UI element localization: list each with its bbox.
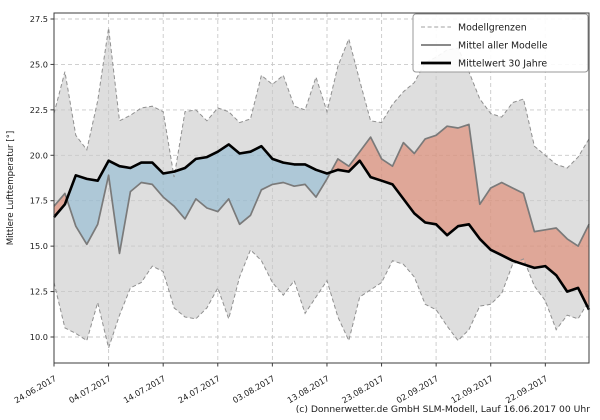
x-tick-label: 24.07.2017: [176, 373, 222, 405]
y-tick-label: 22.5: [30, 105, 48, 115]
series-lines-layer: [53, 123, 591, 311]
x-tick-label: 22.09.2017: [504, 373, 550, 405]
climate-mean-line: [53, 143, 591, 311]
x-tick-label: 24.06.2017: [12, 373, 58, 405]
legend-label: Mittelwert 30 Jahre: [458, 58, 547, 69]
y-tick-label: 25.0: [30, 59, 48, 69]
legend-frame: [412, 13, 589, 73]
x-tick-label: 13.08.2017: [285, 373, 331, 405]
legend-label: Mittel aller Modelle: [458, 40, 548, 51]
cold-anomaly-fill: [66, 144, 331, 254]
model-mean-line: [53, 123, 590, 255]
x-tick-label: 12.09.2017: [449, 373, 495, 405]
legend-label: Modellgrenzen: [458, 22, 527, 33]
plot-frame: [53, 12, 590, 364]
y-axis-title: Mittlere Lufttemperatur [°]: [6, 131, 16, 246]
x-tick-label: 02.09.2017: [395, 373, 441, 405]
x-tick-label: 04.07.2017: [67, 373, 113, 405]
warm-anomaly-fill: [54, 193, 67, 218]
y-tick-label: 27.5: [30, 14, 48, 24]
y-tick-label: 12.5: [30, 287, 48, 297]
copyright-footer: (c) Donnerwetter.de GmbH SLM-Modell, Lau…: [296, 404, 591, 415]
y-tick-label: 17.5: [30, 196, 48, 206]
y-tick-label: 20.0: [30, 150, 48, 160]
y-tick-label: 10.0: [30, 332, 48, 342]
model-bounds-layer: [53, 28, 590, 350]
model-upper-bound-line: [53, 28, 590, 178]
x-tick-label: 03.08.2017: [231, 373, 277, 405]
legend: Modellgrenzen Mittel aller Modelle Mittelw…: [412, 13, 589, 73]
y-tick-label: 15.0: [30, 241, 48, 251]
x-tick-label: 14.07.2017: [122, 373, 168, 405]
model-lower-bound-line: [53, 248, 590, 350]
x-tick-label: 23.08.2017: [340, 373, 386, 405]
